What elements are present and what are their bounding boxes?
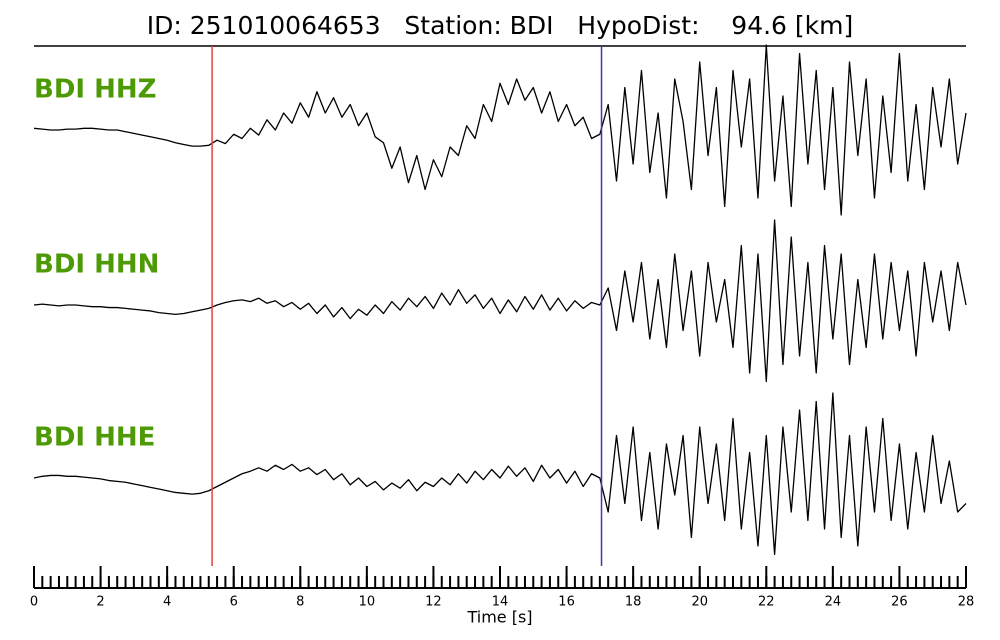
x-tick-label: 18 [625,595,642,610]
x-tick-label: 24 [825,595,842,610]
x-tick-label: 0 [30,595,38,610]
x-tick-label: 28 [958,595,975,610]
waveform [33,219,967,383]
x-tick-label: 2 [96,595,104,610]
x-tick-label: 10 [359,595,376,610]
x-axis-label: Time [s] [466,608,532,627]
x-tick-label: 12 [425,595,442,610]
x-tick-label: 16 [558,595,575,610]
x-tick-label: 26 [891,595,908,610]
x-tick-label: 20 [691,595,708,610]
x-tick-label: 4 [163,595,171,610]
trace-label: BDI HHN [34,250,159,280]
waveform [33,392,967,556]
x-tick-label: 14 [492,595,509,610]
x-tick-label: 8 [296,595,304,610]
waveform [33,44,967,216]
chart-title: ID: 251010064653 Station: BDI HypoDist: … [147,11,854,40]
x-tick-label: 6 [230,595,238,610]
trace-label: BDI HHE [34,423,155,453]
x-tick-label: 22 [758,595,775,610]
trace-label: BDI HHZ [34,75,157,105]
